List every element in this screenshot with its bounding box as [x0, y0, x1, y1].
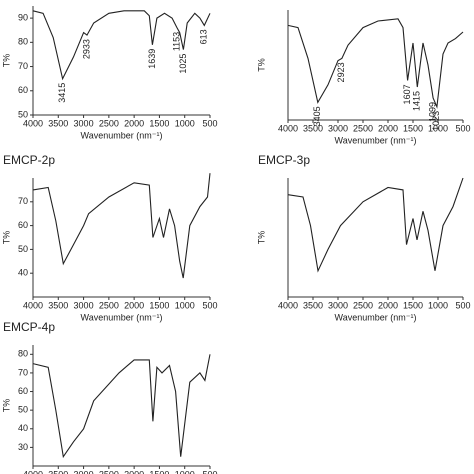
peak-label: 1415 — [412, 91, 422, 111]
peak-label: 1607 — [402, 84, 412, 104]
y-axis-label: T% — [256, 58, 266, 72]
spectrum-line — [32, 354, 211, 459]
peak-label: 3415 — [57, 83, 67, 103]
y-tick-label: 40 — [18, 268, 28, 278]
x-tick-label: 500 — [455, 123, 470, 133]
x-tick-label: 3000 — [328, 123, 348, 133]
x-tick-label: 2000 — [378, 300, 398, 310]
x-tick-label: 2000 — [378, 123, 398, 133]
x-tick-label: 3500 — [48, 118, 68, 128]
peak-label: 1153 — [171, 32, 181, 51]
y-axis-label: T% — [1, 54, 11, 68]
y-axis-label: T% — [1, 399, 11, 413]
x-tick-label: 2000 — [124, 118, 144, 128]
x-tick-label: 1000 — [428, 123, 448, 133]
x-tick-label: 2500 — [99, 118, 119, 128]
x-tick-label: 1000 — [175, 469, 195, 474]
y-tick-label: 50 — [18, 405, 28, 415]
y-tick-label: 80 — [18, 37, 28, 47]
peak-label: 1639 — [147, 49, 157, 69]
spectrum-line — [287, 18, 464, 109]
y-tick-label: 70 — [18, 61, 28, 71]
x-axis-label: Wavenumber (nm⁻¹) — [81, 312, 163, 322]
x-tick-label: 500 — [202, 469, 217, 474]
x-tick-label: 2500 — [99, 300, 119, 310]
x-tick-label: 3500 — [48, 469, 68, 474]
y-axis-label: T% — [256, 231, 266, 245]
chart-title: EMCP-2p — [3, 153, 55, 167]
x-tick-label: 3000 — [74, 118, 94, 128]
x-tick-label: 1000 — [175, 300, 195, 310]
x-tick-label: 1500 — [403, 123, 423, 133]
chart-title: EMCP-4p — [3, 320, 55, 334]
y-tick-label: 70 — [18, 367, 28, 377]
peak-label: 3405 — [312, 106, 322, 126]
peak-label: 613 — [199, 29, 209, 44]
y-tick-label: 40 — [18, 423, 28, 433]
y-tick-label: 50 — [18, 244, 28, 254]
x-tick-label: 1500 — [149, 118, 169, 128]
spectrum-line — [287, 177, 464, 273]
x-tick-label: 500 — [202, 118, 217, 128]
x-tick-label: 3000 — [74, 469, 94, 474]
spectrum-line — [32, 10, 211, 81]
peak-label: 2933 — [81, 39, 91, 59]
x-tick-label: 2500 — [353, 123, 373, 133]
peak-label: 1025 — [178, 54, 188, 74]
x-tick-label: 1500 — [149, 469, 169, 474]
x-tick-label: 4000 — [23, 118, 43, 128]
x-axis-label: Wavenumber (nm⁻¹) — [335, 135, 417, 145]
x-tick-label: 1000 — [175, 118, 195, 128]
x-tick-label: 3000 — [328, 300, 348, 310]
x-tick-label: 4000 — [23, 469, 43, 474]
y-tick-label: 80 — [18, 349, 28, 359]
y-tick-label: 60 — [18, 220, 28, 230]
y-axis-label: T% — [1, 231, 11, 245]
x-tick-label: 3500 — [48, 300, 68, 310]
x-tick-label: 4000 — [278, 123, 298, 133]
spectrum-line — [32, 173, 211, 279]
x-tick-label: 500 — [202, 300, 217, 310]
x-tick-label: 4000 — [278, 300, 298, 310]
y-tick-label: 70 — [18, 196, 28, 206]
chart-title: EMCP-3p — [258, 153, 310, 167]
y-tick-label: 30 — [18, 442, 28, 452]
x-tick-label: 2000 — [124, 469, 144, 474]
y-tick-label: 60 — [18, 85, 28, 95]
y-tick-label: 50 — [18, 109, 28, 119]
peak-label: 1099 — [427, 102, 437, 122]
x-tick-label: 4000 — [23, 300, 43, 310]
x-tick-label: 2000 — [124, 300, 144, 310]
x-tick-label: 2500 — [99, 469, 119, 474]
peak-label: 2923 — [336, 62, 346, 82]
y-tick-label: 90 — [18, 12, 28, 22]
x-tick-label: 1500 — [149, 300, 169, 310]
x-tick-label: 3500 — [303, 300, 323, 310]
y-tick-label: 60 — [18, 386, 28, 396]
x-tick-label: 500 — [455, 300, 470, 310]
x-tick-label: 1500 — [403, 300, 423, 310]
x-axis-label: Wavenumber (nm⁻¹) — [335, 312, 417, 322]
x-tick-label: 2500 — [353, 300, 373, 310]
x-tick-label: 3500 — [303, 123, 323, 133]
x-tick-label: 3000 — [74, 300, 94, 310]
x-tick-label: 1000 — [428, 300, 448, 310]
peak-label: 1023 — [431, 111, 441, 131]
x-axis-label: Wavenumber (nm⁻¹) — [81, 130, 163, 140]
